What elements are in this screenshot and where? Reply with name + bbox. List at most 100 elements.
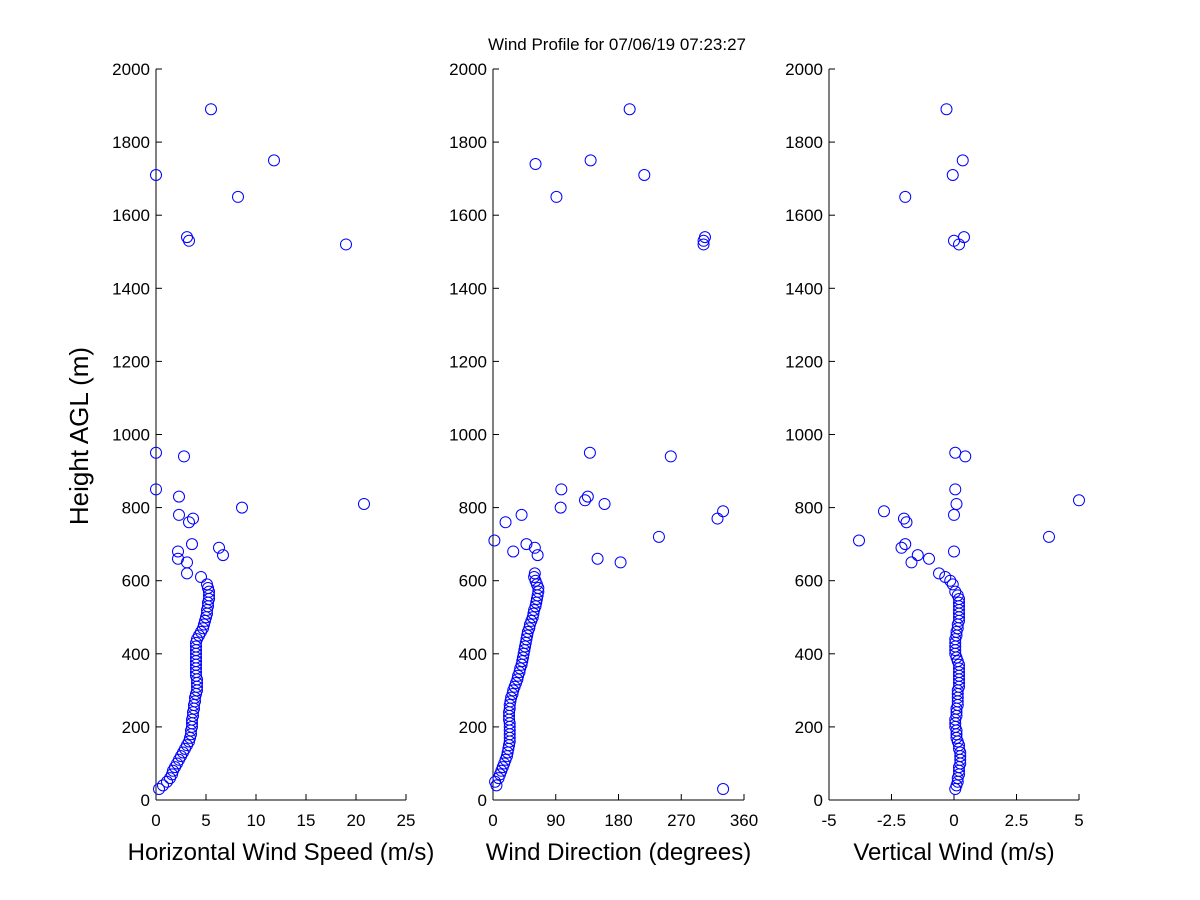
- direction-data-point: [507, 545, 520, 558]
- direction-data-point: [614, 556, 627, 569]
- vertical-data-point: [853, 534, 865, 547]
- speed-x-tick-label: 0: [151, 811, 160, 830]
- direction-y-tick-label: 2000: [449, 60, 487, 79]
- vertical-data-point: [1043, 530, 1055, 543]
- direction-data-point: [515, 508, 528, 521]
- direction-data-point: [506, 688, 519, 701]
- vertical-data-point: [949, 585, 962, 598]
- speed-data-point: [181, 567, 193, 580]
- direction-data-point: [591, 552, 604, 565]
- direction-data-point: [598, 497, 611, 510]
- speed-data-point: [178, 450, 190, 463]
- vertical-data-point: [949, 446, 962, 459]
- direction-x-tick-label: 180: [604, 811, 632, 830]
- direction-data-point: [529, 158, 542, 171]
- direction-data-point: [717, 505, 730, 518]
- direction-data-point: [698, 231, 711, 244]
- vertical-data-point: [951, 589, 964, 602]
- vertical-y-tick-label: 0: [814, 791, 823, 810]
- direction-data-point: [717, 783, 730, 796]
- direction-data-point: [526, 611, 539, 624]
- speed-data-point: [173, 490, 185, 503]
- vertical-data-point: [956, 154, 969, 167]
- speed-y-tick-label: 800: [122, 499, 150, 518]
- direction-data-point: [579, 494, 592, 507]
- vertical-y-tick-label: 800: [795, 499, 823, 518]
- speed-data-point: [150, 483, 162, 496]
- speed-x-tick-label: 10: [247, 811, 266, 830]
- vertical-y-tick-label: 400: [795, 645, 823, 664]
- vertical-y-tick-label: 2000: [785, 60, 823, 79]
- speed-data-point: [183, 516, 195, 529]
- direction-data-point: [499, 516, 512, 529]
- vertical-data-point: [911, 549, 924, 562]
- vertical-data-point: [898, 512, 910, 525]
- direction-data-point: [520, 538, 533, 551]
- speed-data-point: [205, 103, 217, 116]
- speed-data-point: [187, 512, 199, 525]
- speed-data-point: [157, 779, 169, 792]
- direction-y-tick-label: 1000: [449, 426, 487, 445]
- speed-data-point: [190, 640, 202, 653]
- direction-data-point: [581, 490, 594, 503]
- direction-data-point: [490, 779, 503, 792]
- direction-data-point: [584, 154, 597, 167]
- vertical-data-point: [905, 556, 918, 569]
- direction-y-tick-label: 400: [459, 645, 487, 664]
- speed-data-point: [268, 154, 280, 167]
- direction-y-tick-label: 800: [459, 499, 487, 518]
- speed-y-tick-label: 400: [122, 645, 150, 664]
- direction-data-point: [652, 530, 665, 543]
- speed-data-point: [198, 618, 210, 631]
- direction-y-tick-label: 1800: [449, 133, 487, 152]
- vertical-data-point: [948, 508, 960, 521]
- direction-data-point: [528, 541, 541, 554]
- vertical-data-point: [899, 190, 912, 203]
- direction-data-point: [528, 567, 541, 580]
- vertical-data-point: [953, 742, 965, 755]
- direction-data-point: [697, 238, 710, 251]
- speed-data-point: [199, 614, 211, 627]
- direction-y-tick-label: 600: [459, 572, 487, 591]
- direction-x-axis-title: Wind Direction (degrees): [486, 839, 751, 866]
- vertical-data-point: [939, 571, 952, 584]
- direction-data-point: [550, 190, 563, 203]
- direction-data-point: [527, 607, 540, 620]
- vertical-y-tick-label: 1400: [785, 279, 823, 298]
- vertical-data-point: [940, 103, 953, 116]
- direction-data-point: [623, 103, 636, 116]
- vertical-data-point: [899, 538, 912, 551]
- vertical-data-point: [946, 168, 959, 181]
- direction-data-point: [638, 168, 651, 181]
- direction-x-tick-label: 360: [730, 811, 758, 830]
- speed-data-point: [213, 541, 225, 554]
- vertical-data-point: [923, 552, 935, 565]
- speed-data-point: [186, 538, 198, 551]
- direction-y-tick-label: 1600: [449, 206, 487, 225]
- direction-data-point: [528, 571, 541, 584]
- speed-data-point: [340, 238, 352, 251]
- speed-data-point: [201, 578, 213, 591]
- direction-x-tick-label: 270: [667, 811, 695, 830]
- speed-y-tick-label: 1400: [112, 279, 150, 298]
- speed-y-tick-label: 2000: [112, 60, 150, 79]
- vertical-x-tick-label: 2.5: [1005, 811, 1029, 830]
- speed-data-point: [358, 497, 370, 510]
- speed-data-point: [181, 231, 193, 244]
- speed-y-tick-label: 600: [122, 572, 150, 591]
- vertical-x-axis-title: Vertical Wind (m/s): [853, 839, 1054, 866]
- direction-y-tick-label: 200: [459, 718, 487, 737]
- direction-data-point: [521, 629, 534, 642]
- speed-data-point: [150, 446, 162, 459]
- direction-data-point: [504, 695, 517, 708]
- speed-data-point: [173, 508, 185, 521]
- figure-title: Wind Profile for 07/06/19 07:23:27: [488, 35, 746, 54]
- vertical-y-tick-label: 1000: [785, 426, 823, 445]
- direction-x-tick-label: 0: [488, 811, 497, 830]
- speed-x-tick-label: 25: [397, 811, 416, 830]
- speed-data-point: [166, 768, 178, 781]
- direction-data-point: [531, 549, 544, 562]
- direction-data-point: [523, 622, 536, 635]
- speed-data-point: [172, 552, 184, 565]
